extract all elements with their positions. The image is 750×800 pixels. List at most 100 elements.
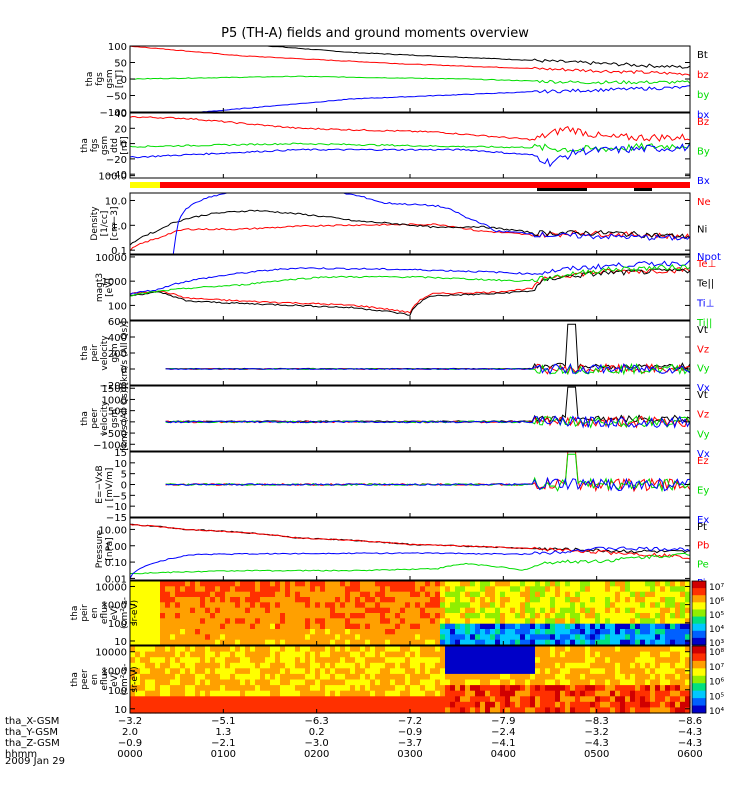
heatmap-cell-p10 [150,707,156,714]
heatmap-cell-p9 [665,586,671,593]
heatmap-cell-p10 [335,673,341,681]
heatmap-cell-p9 [480,639,486,646]
heatmap-cell-p9 [230,597,236,603]
heatmap-cell-p9 [440,581,446,587]
legend-p1-by: by [697,90,709,101]
heatmap-cell-p10 [570,657,576,664]
heatmap-cell-p9 [300,607,306,614]
heatmap-cell-p10 [510,657,516,664]
heatmap-cell-p9 [630,607,636,614]
heatmap-cell-p9 [220,597,226,603]
heatmap-cell-p9 [390,623,396,630]
heatmap-cell-p10 [480,696,486,703]
heatmap-cell-p9 [235,591,241,598]
heatmap-cell-p9 [160,581,166,587]
heatmap-cell-p9 [230,602,236,609]
heatmap-cell-p9 [305,629,311,635]
heatmap-cell-p10 [360,685,366,692]
heatmap-cell-p9 [580,623,586,630]
heatmap-cell-p9 [325,623,331,630]
heatmap-cell-p9 [240,634,246,641]
heatmap-cell-p10 [510,690,516,697]
heatmap-cell-p10 [645,696,651,703]
heatmap-cell-p10 [650,651,656,658]
heatmap-cell-p10 [220,701,226,708]
heatmap-cell-p10 [590,701,596,708]
heatmap-cell-p10 [430,651,436,658]
heatmap-cell-p9 [215,602,221,609]
heatmap-cell-p10 [290,690,296,697]
heatmap-cell-p9 [520,629,526,635]
heatmap-cell-p10 [680,696,686,703]
heatmap-cell-p9 [345,618,351,625]
heatmap-cell-p10 [625,646,631,653]
heatmap-cell-p9 [130,634,136,641]
heatmap-cell-p10 [130,662,136,669]
heatmap-cell-p10 [430,696,436,703]
heatmap-cell-p10 [310,662,316,669]
heatmap-cell-p9 [530,613,536,619]
heatmap-cell-p9 [430,629,436,635]
heatmap-cell-p9 [420,607,426,614]
heatmap-cell-p9 [455,629,461,635]
heatmap-cell-p9 [620,623,626,630]
heatmap-cell-p10 [320,662,326,669]
heatmap-cell-p10 [365,668,371,675]
heatmap-cell-p9 [545,623,551,630]
heatmap-cell-p10 [655,690,661,697]
heatmap-cell-p10 [315,662,321,669]
heatmap-cell-p9 [285,623,291,630]
heatmap-cell-p9 [565,618,571,625]
heatmap-cell-p10 [505,679,511,686]
heatmap-cell-p9 [665,597,671,603]
heatmap-cell-p9 [450,618,456,625]
heatmap-cell-p9 [580,607,586,614]
heatmap-cell-p10 [400,646,406,653]
heatmap-cell-p10 [450,701,456,708]
heatmap-cell-p9 [260,639,266,646]
heatmap-cell-p10 [635,662,641,669]
heatmap-cell-p10 [385,690,391,697]
heatmap-cell-p10 [230,701,236,708]
heatmap-cell-p10 [670,690,676,697]
heatmap-cell-p10 [270,646,276,653]
heatmap-cell-p9 [595,639,601,646]
heatmap-cell-p10 [670,673,676,681]
heatmap-cell-p9 [255,591,261,598]
heatmap-cell-p10 [140,696,146,703]
heatmap-cell-p9 [395,634,401,641]
heatmap-cell-p9 [610,623,616,630]
heatmap-cell-p9 [205,586,211,593]
heatmap-cell-p9 [610,607,616,614]
heatmap-cell-p10 [540,673,546,681]
heatmap-cell-p9 [640,586,646,593]
ytick-label-p4-1: 1000 [102,277,127,288]
heatmap-cell-p10 [305,696,311,703]
heatmap-cell-p9 [320,597,326,603]
heatmap-cell-p10 [505,696,511,703]
heatmap-cell-p10 [250,657,256,664]
colorbar-label-p10-1: 10⁷ [709,663,724,673]
heatmap-cell-p10 [500,690,506,697]
heatmap-cell-p10 [670,651,676,658]
heatmap-cell-p9 [190,639,196,646]
series-line-p2-Bx [129,143,691,168]
heatmap-cell-p10 [385,646,391,653]
heatmap-cell-p10 [595,696,601,703]
heatmap-cell-p9 [240,607,246,614]
heatmap-cell-p9 [575,639,581,646]
heatmap-cell-p9 [650,613,656,619]
colorbar-frame-p10 [691,645,707,714]
heatmap-cell-p10 [130,685,136,692]
heatmap-cell-p9 [435,602,441,609]
heatmap-cell-p9 [230,581,236,587]
heatmap-cell-p9 [495,629,501,635]
heatmap-cell-p9 [285,591,291,598]
heatmap-cell-p10 [350,646,356,653]
heatmap-cell-p9 [455,581,461,587]
heatmap-cell-p10 [635,673,641,681]
heatmap-cell-p10 [515,679,521,686]
heatmap-cell-p10 [540,690,546,697]
heatmap-cell-p9 [605,634,611,641]
heatmap-cell-p10 [360,662,366,669]
